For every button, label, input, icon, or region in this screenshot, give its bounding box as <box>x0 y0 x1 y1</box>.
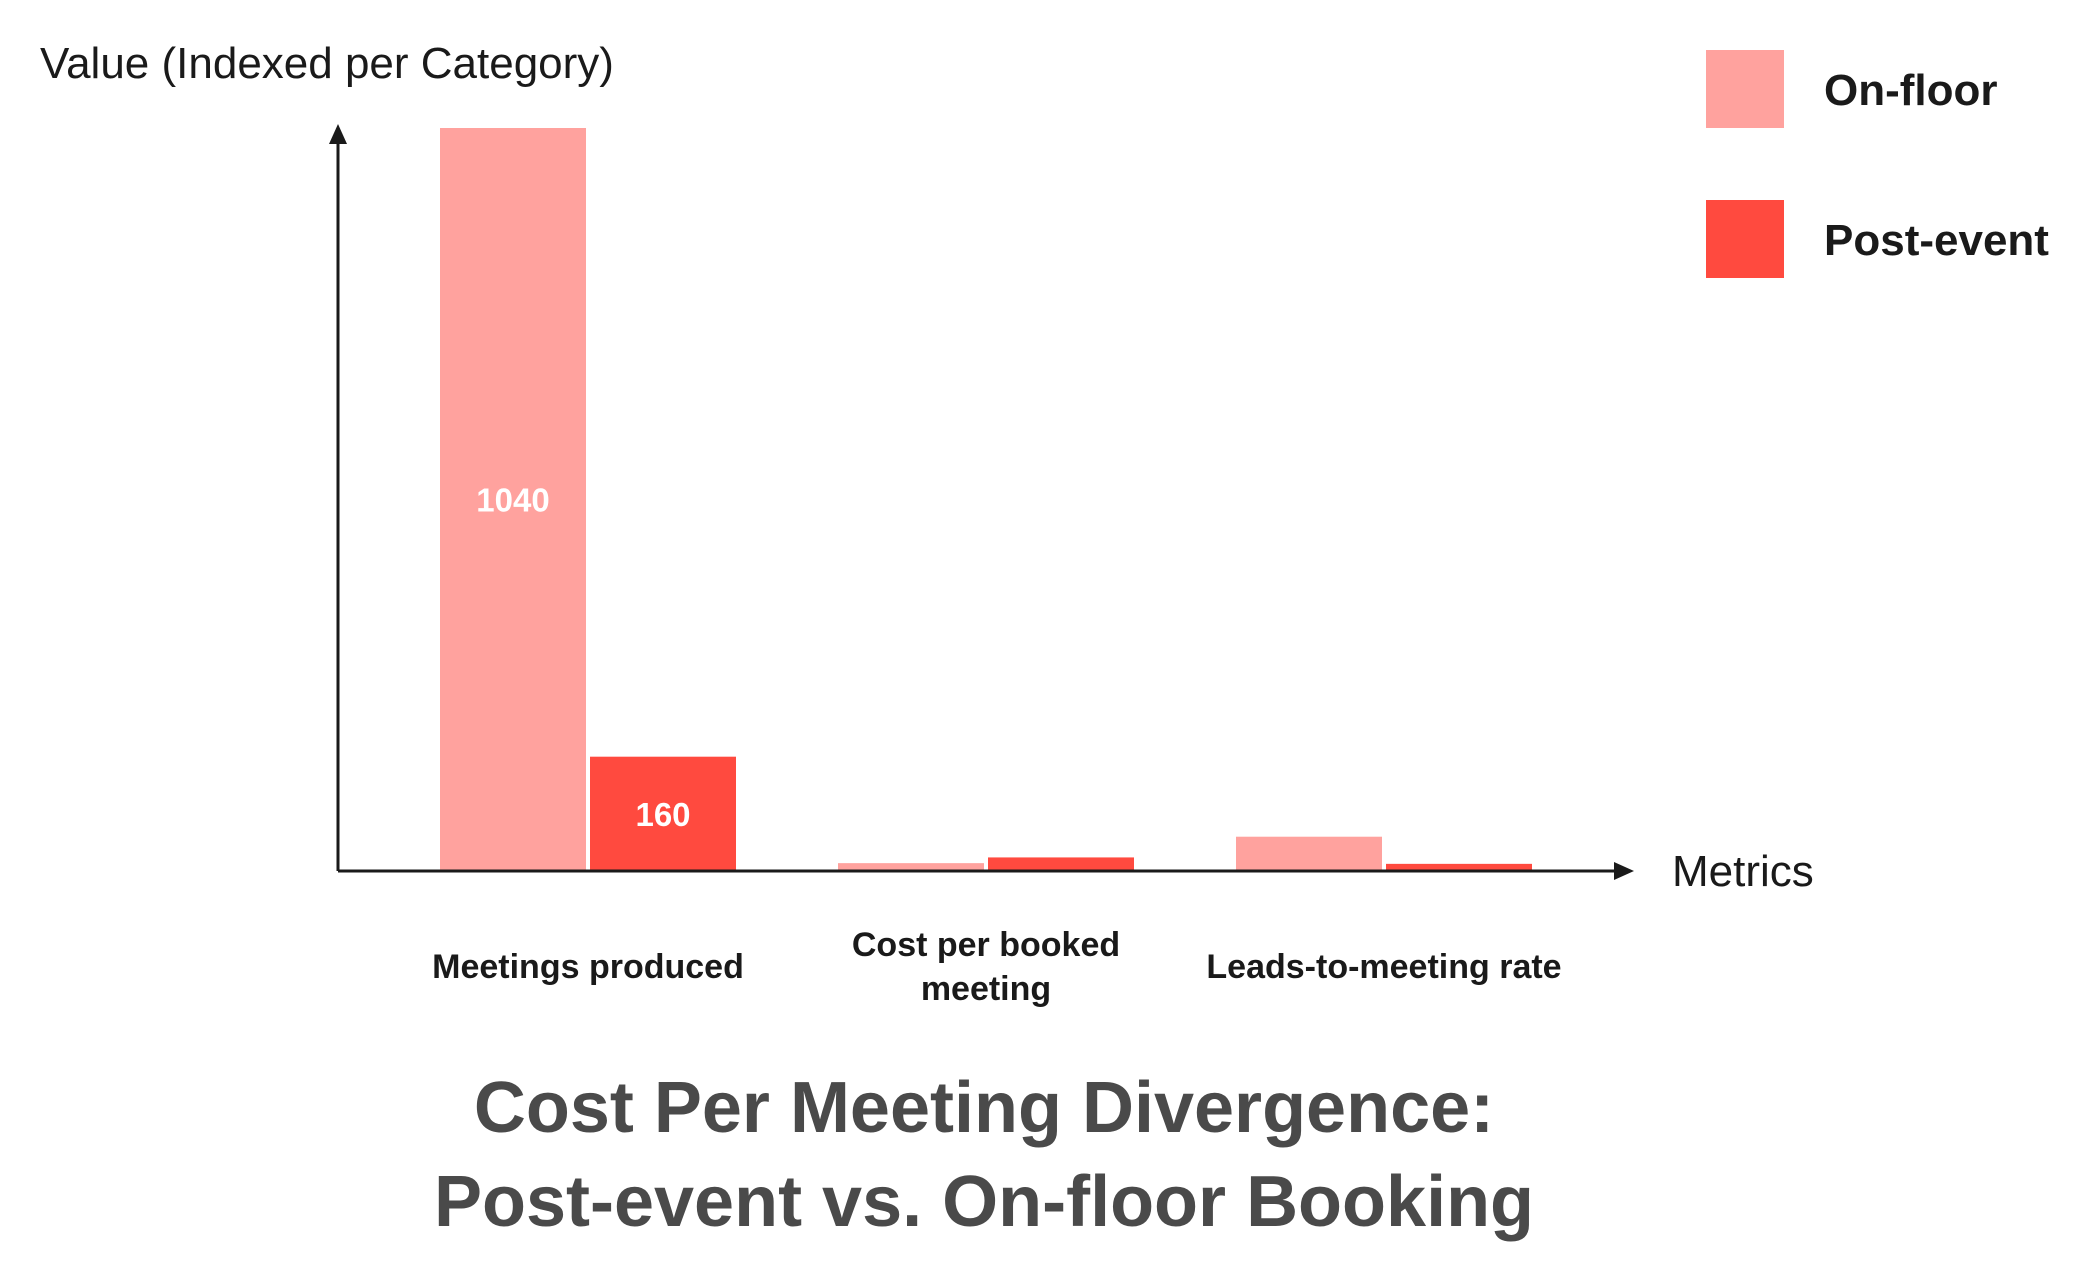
legend-label-on-floor: On-floor <box>1824 66 1998 115</box>
x-axis-arrow <box>1614 862 1634 880</box>
bar-post-event-2 <box>1386 863 1532 871</box>
bar-on-floor-0 <box>440 128 586 871</box>
value-label-on-floor-0: 1040 <box>476 482 549 519</box>
category-label-0: Meetings produced <box>432 948 744 986</box>
category-label-2: Leads-to-meeting rate <box>1206 948 1561 986</box>
axes-group <box>329 124 1634 880</box>
chart-title-line-1: Post-event vs. On-floor Booking <box>434 1162 1534 1242</box>
bars-group <box>440 128 1532 871</box>
x-axis-title: Metrics <box>1672 847 1814 896</box>
legend: On-floor Post-event <box>1706 50 2049 278</box>
chart-title: Cost Per Meeting Divergence: Post-event v… <box>434 1068 1534 1242</box>
y-axis-arrow <box>329 124 347 144</box>
category-label-1-line-0: Cost per booked <box>852 926 1120 964</box>
value-labels-group: 1040 160 <box>476 482 690 833</box>
y-axis-title: Value (Indexed per Category) <box>40 39 614 88</box>
chart-title-line-0: Cost Per Meeting Divergence: <box>474 1068 1494 1148</box>
bar-on-floor-1 <box>838 863 984 871</box>
value-label-post-event-0: 160 <box>635 796 690 833</box>
legend-label-post-event: Post-event <box>1824 216 2049 265</box>
legend-swatch-post-event <box>1706 200 1784 278</box>
category-labels-group: Meetings produced Cost per booked meeting L… <box>432 926 1561 1008</box>
bar-post-event-1 <box>988 857 1134 871</box>
category-label-1-line-1: meeting <box>921 970 1051 1008</box>
legend-swatch-on-floor <box>1706 50 1784 128</box>
bar-on-floor-2 <box>1236 836 1382 871</box>
bar-post-event-0 <box>590 756 736 871</box>
